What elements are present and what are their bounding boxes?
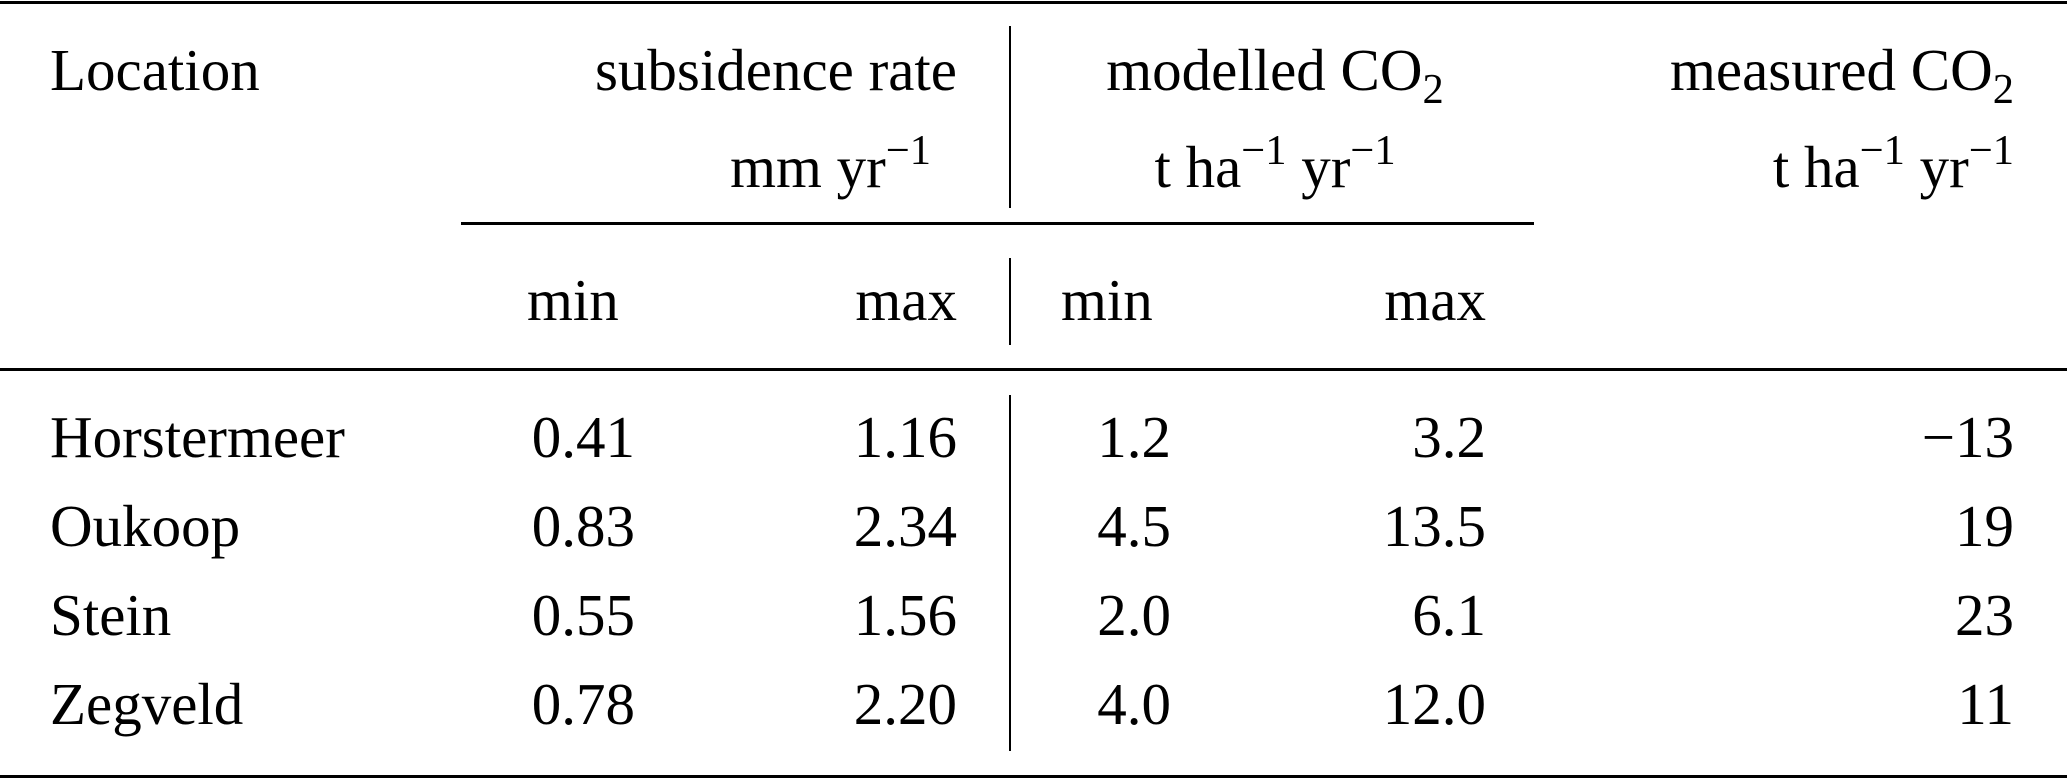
cell-mod-max: 6.1: [1412, 582, 1486, 648]
unit-label: t ha: [1154, 134, 1242, 200]
cell-location: Horstermeer: [50, 404, 345, 470]
cell-sub-max: 1.16: [853, 404, 957, 470]
header-measured-co2: measured CO2: [1670, 41, 2014, 113]
cell-measured: 23: [1955, 582, 2014, 648]
header-subsidence-max: max: [855, 267, 957, 333]
unit-label: yr: [1286, 134, 1351, 200]
header-modelled-co2: modelled CO2: [1040, 41, 1510, 113]
cell-measured: 11: [1957, 671, 2014, 737]
unit-label: t ha: [1772, 134, 1860, 200]
header-modelled-min: min: [1061, 267, 1153, 333]
cell-mod-max: 3.2: [1412, 404, 1486, 470]
subscript: 2: [1422, 65, 1444, 113]
superscript: −1: [1350, 126, 1396, 174]
cell-sub-min: 0.78: [531, 671, 635, 737]
cell-mod-min: 2.0: [1097, 582, 1171, 648]
cell-sub-max: 1.56: [853, 582, 957, 648]
superscript: −1: [1859, 126, 1905, 174]
header-modelled-label: modelled CO: [1106, 37, 1423, 103]
unit-measured: t ha−1 yr−1: [1773, 127, 2014, 203]
vertical-separator: [1009, 258, 1011, 345]
unit-subsidence: mm yr−1: [730, 127, 931, 203]
superscript: −1: [1968, 126, 2014, 174]
unit-modelled: t ha−1 yr−1: [1040, 127, 1510, 203]
top-rule: [0, 1, 2067, 4]
cell-location: Oukoop: [50, 493, 241, 559]
unit-label: yr: [1904, 134, 1969, 200]
cell-location: Zegveld: [50, 671, 244, 737]
header-subsidence-min: min: [527, 267, 619, 333]
cell-mod-min: 4.0: [1097, 671, 1171, 737]
cell-sub-max: 2.20: [853, 671, 957, 737]
header-modelled-max: max: [1384, 267, 1486, 333]
cell-measured: 19: [1955, 493, 2014, 559]
cell-mod-max: 12.0: [1382, 671, 1486, 737]
cell-measured: −13: [1921, 404, 2014, 470]
subscript: 2: [1992, 65, 2014, 113]
column-group-rule: [461, 222, 1534, 225]
cell-sub-min: 0.41: [531, 404, 635, 470]
vertical-separator: [1009, 395, 1011, 751]
superscript: −1: [1241, 126, 1287, 174]
cell-mod-min: 1.2: [1097, 404, 1171, 470]
header-subsidence-rate: subsidence rate: [594, 37, 957, 103]
cell-sub-min: 0.55: [531, 582, 635, 648]
header-measured-label: measured CO: [1669, 37, 1993, 103]
bottom-rule: [0, 775, 2067, 778]
vertical-separator: [1009, 26, 1011, 208]
mid-rule: [0, 368, 2067, 371]
cell-mod-min: 4.5: [1097, 493, 1171, 559]
cell-mod-max: 13.5: [1382, 493, 1486, 559]
superscript: −1: [885, 126, 931, 174]
unit-label: mm yr: [730, 134, 886, 200]
cell-location: Stein: [50, 582, 172, 648]
header-location: Location: [50, 37, 260, 103]
cell-sub-max: 2.34: [853, 493, 957, 559]
cell-sub-min: 0.83: [531, 493, 635, 559]
